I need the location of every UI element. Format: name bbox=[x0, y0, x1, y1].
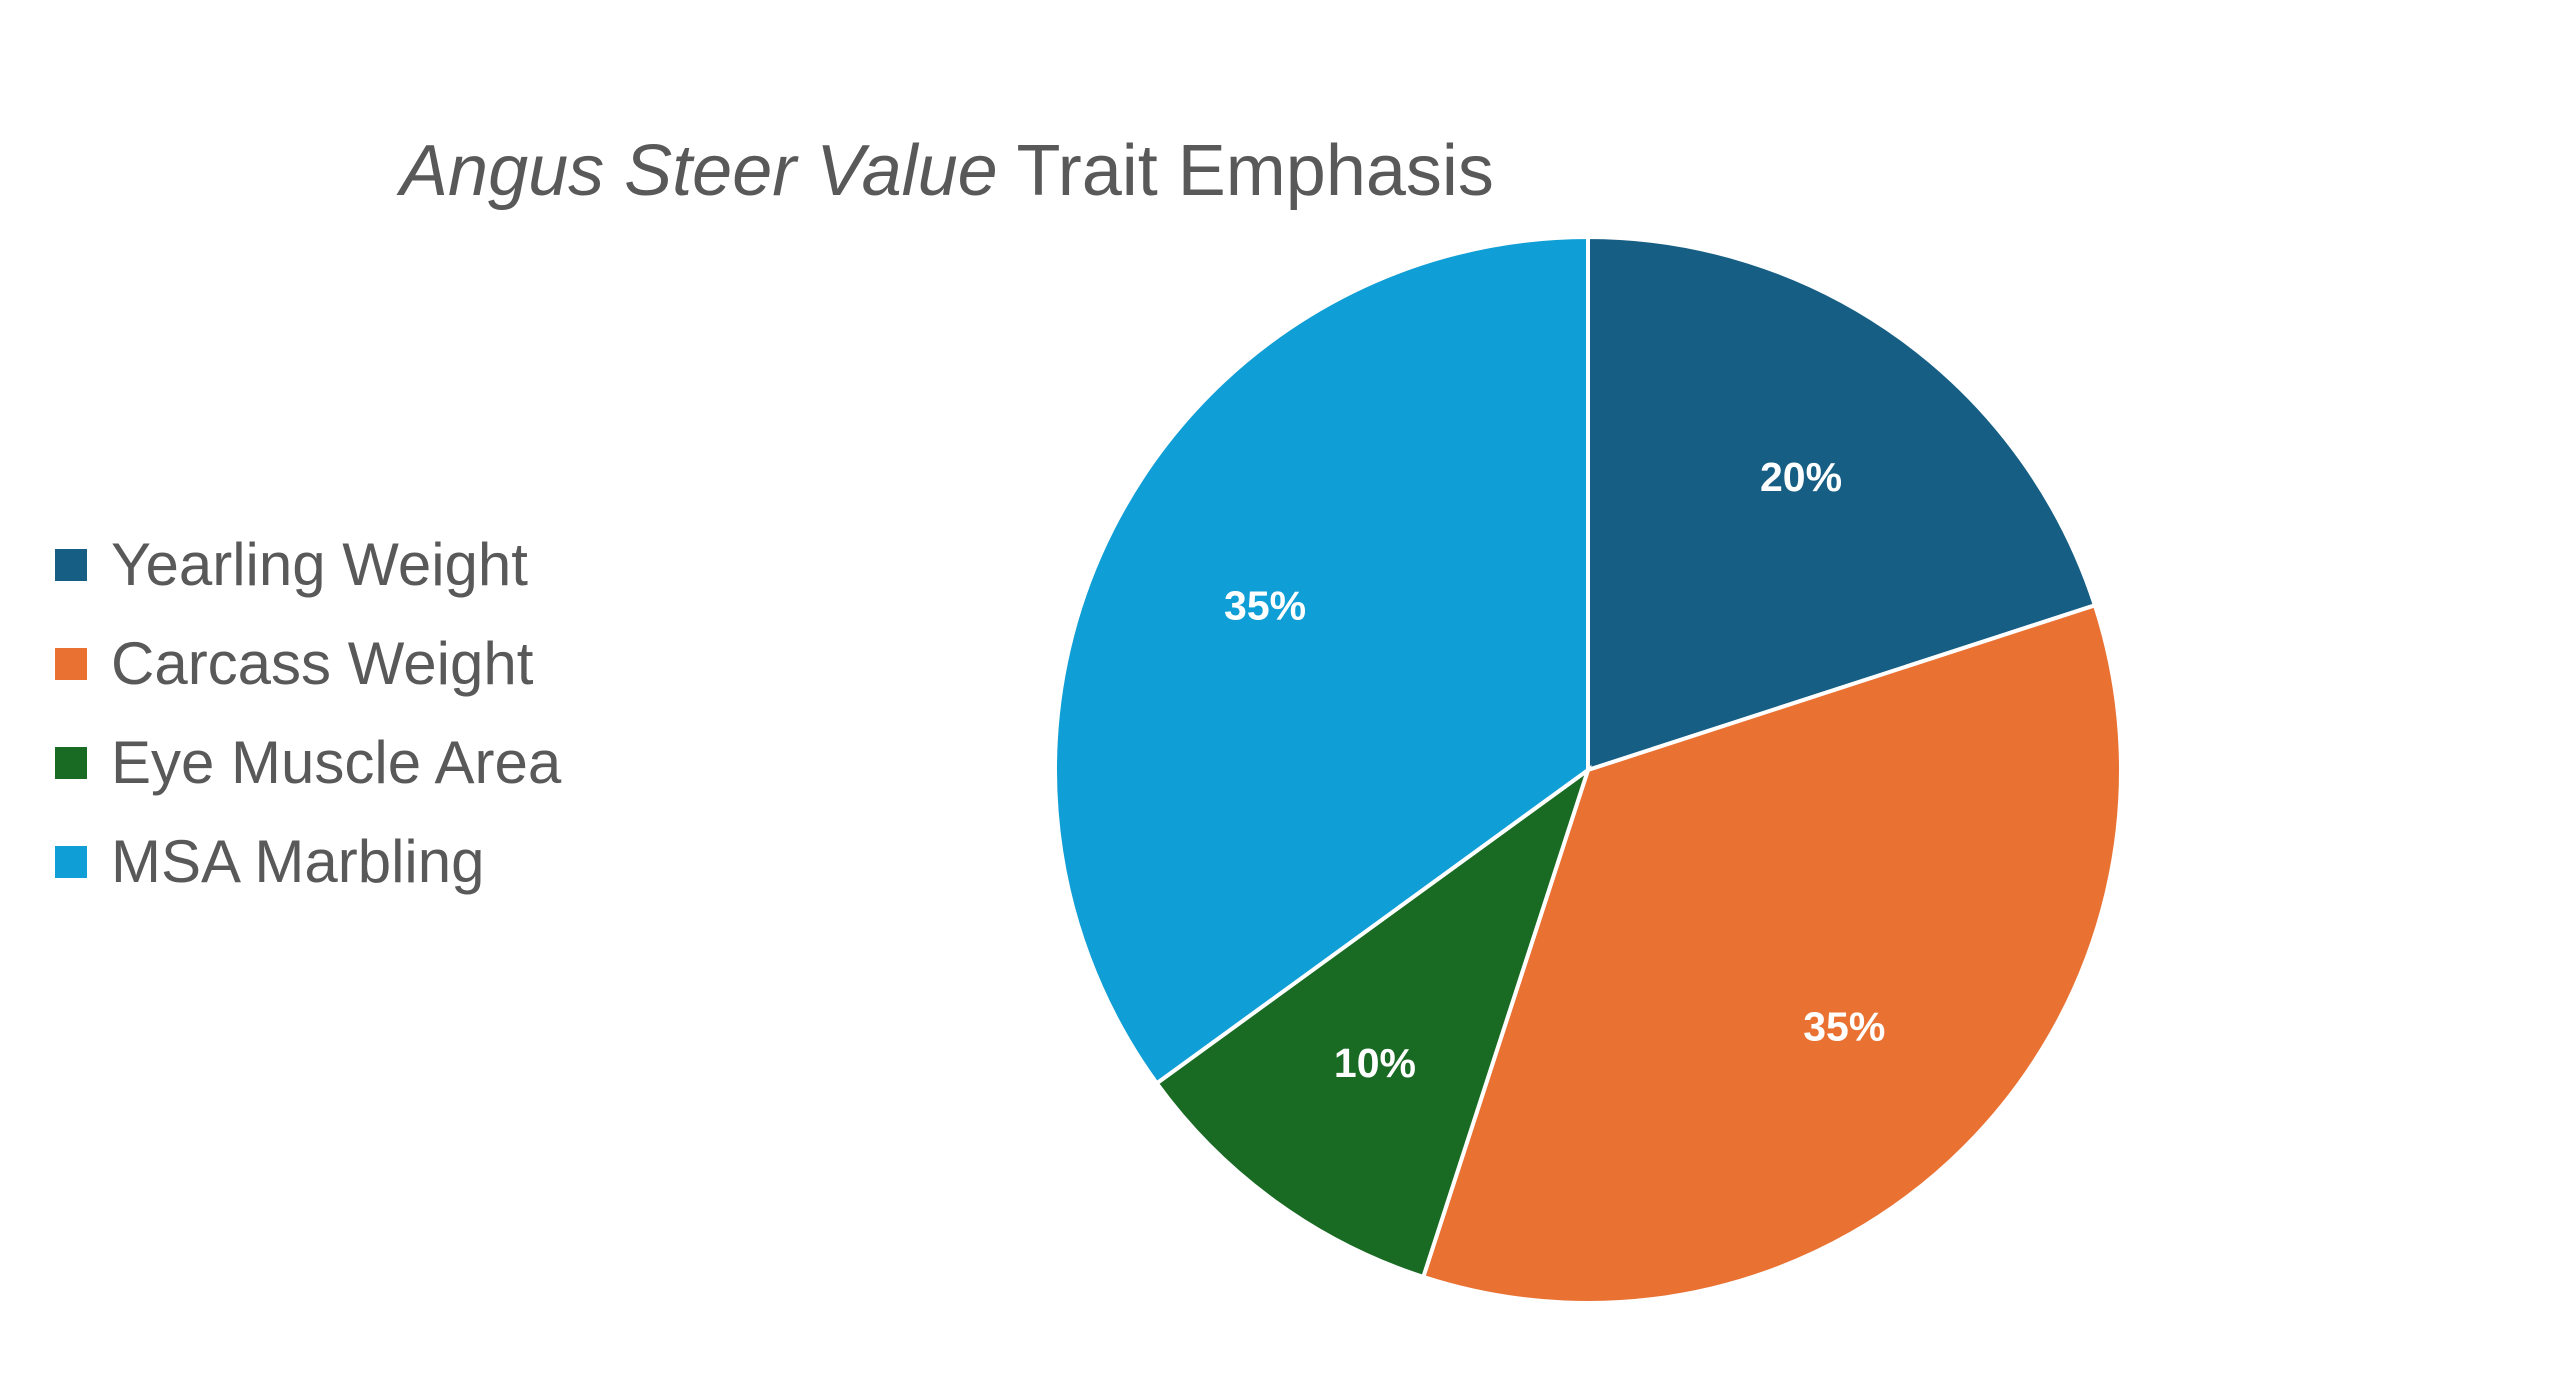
data-label-msa-marbling: 35% bbox=[1224, 582, 1306, 628]
legend-item-msa-marbling: MSA Marbling bbox=[55, 812, 561, 911]
legend-label-carcass-weight: Carcass Weight bbox=[111, 630, 534, 697]
pie-slice-eye-muscle-area bbox=[1153, 764, 1592, 1280]
legend-swatch-msa-marbling bbox=[55, 845, 87, 878]
data-label-yearling-weight: 20% bbox=[1760, 454, 1842, 500]
data-label-carcass-weight: 35% bbox=[1803, 1003, 1885, 1049]
pie-slice-msa-marbling bbox=[1053, 234, 1590, 1087]
legend-item-yearling-weight: Yearling Weight bbox=[55, 515, 561, 614]
chart-title-rest: Trait Emphasis bbox=[997, 131, 1494, 211]
legend: Yearling Weight Carcass Weight Eye Muscl… bbox=[55, 515, 561, 911]
legend-label-yearling-weight: Yearling Weight bbox=[111, 531, 528, 598]
legend-label-eye-muscle-area: Eye Muscle Area bbox=[111, 729, 562, 796]
pie-slice-carcass-weight bbox=[1420, 602, 2123, 1305]
chart-title-italic: Angus Steer Value bbox=[400, 131, 998, 211]
legend-swatch-eye-muscle-area bbox=[55, 746, 87, 779]
data-label-eye-muscle-area: 10% bbox=[1334, 1040, 1416, 1086]
chart-title: Angus Steer Value Trait Emphasis bbox=[400, 130, 1494, 212]
pie-slice-yearling-weight bbox=[1586, 234, 2098, 773]
legend-swatch-carcass-weight bbox=[55, 647, 87, 680]
legend-item-carcass-weight: Carcass Weight bbox=[55, 614, 561, 713]
legend-swatch-yearling-weight bbox=[55, 548, 87, 581]
legend-item-eye-muscle-area: Eye Muscle Area bbox=[55, 713, 561, 812]
legend-label-msa-marbling: MSA Marbling bbox=[111, 828, 485, 895]
